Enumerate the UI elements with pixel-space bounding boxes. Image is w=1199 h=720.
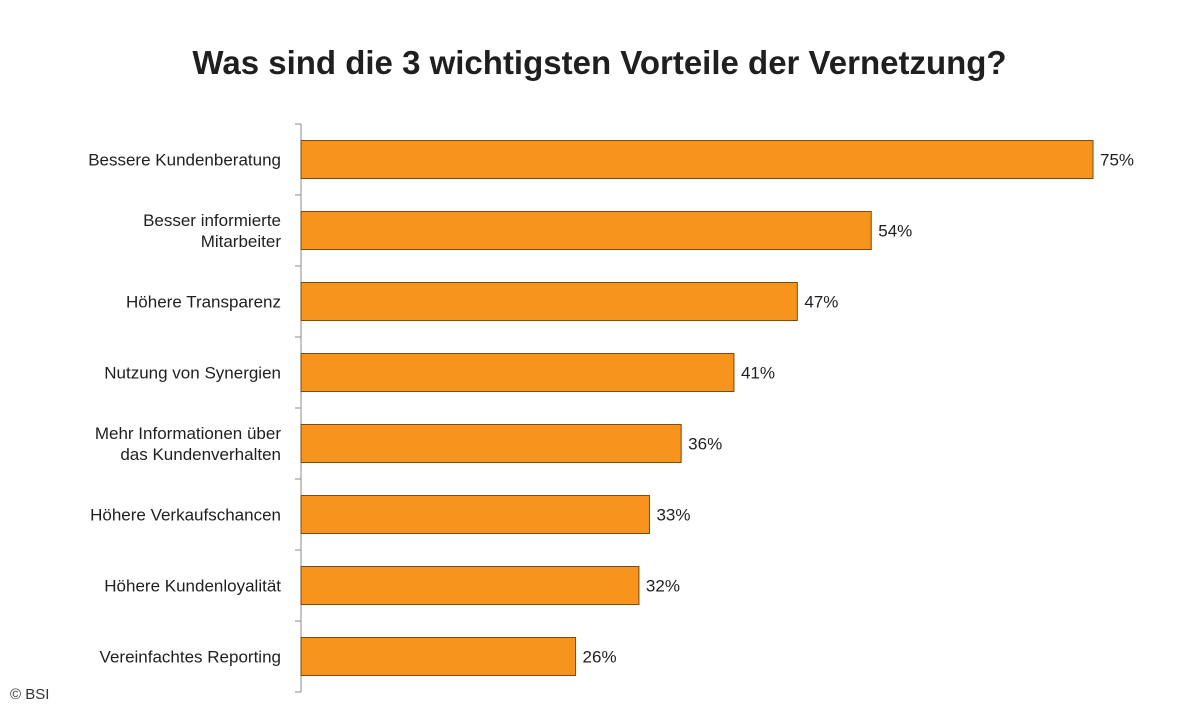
- category-label: Vereinfachtes Reporting: [100, 648, 281, 667]
- value-label: 26%: [583, 648, 617, 667]
- bar: [300, 211, 872, 250]
- bar: [300, 282, 798, 321]
- category-label: Mehr Informationen über das Kundenverhalt…: [95, 424, 281, 464]
- bar: [300, 140, 1094, 179]
- bar: [300, 353, 735, 392]
- chart-title: Was sind die 3 wichtigsten Vorteile der …: [192, 44, 1007, 81]
- bar: [300, 566, 640, 605]
- category-label: Höhere Kundenloyalität: [104, 577, 281, 596]
- bar: [300, 424, 682, 463]
- value-label: 54%: [878, 222, 912, 241]
- value-label: 41%: [741, 364, 775, 383]
- value-label: 47%: [804, 293, 838, 312]
- value-label: 75%: [1100, 151, 1134, 170]
- bar: [300, 495, 650, 534]
- bar: [300, 637, 577, 676]
- category-label: Besser informierte Mitarbeiter: [143, 211, 281, 251]
- category-label: Höhere Transparenz: [126, 293, 281, 312]
- value-label: 32%: [646, 577, 680, 596]
- category-label: Bessere Kundenberatung: [88, 151, 281, 170]
- value-label: 33%: [656, 506, 690, 525]
- value-label: 36%: [688, 435, 722, 454]
- category-label: Höhere Verkaufschancen: [90, 506, 281, 525]
- category-label: Nutzung von Synergien: [104, 364, 281, 383]
- copyright-label: © BSI: [10, 686, 50, 703]
